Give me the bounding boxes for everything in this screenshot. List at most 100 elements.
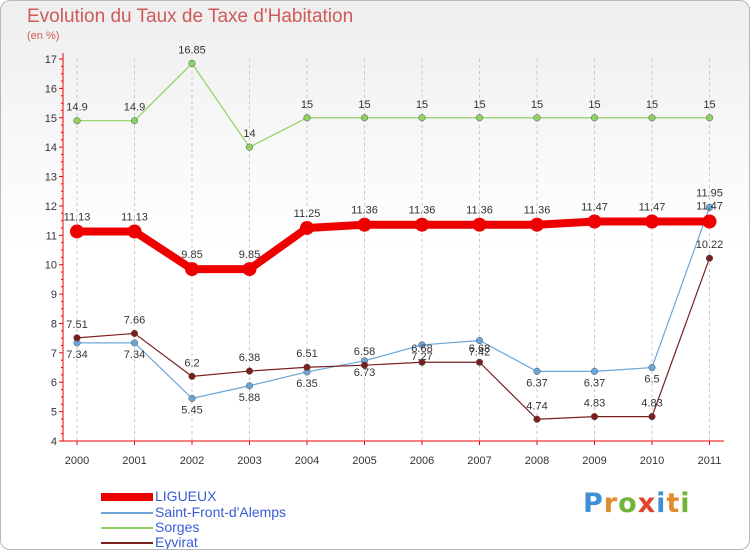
data-label-saint-front-d-alemps-2005: 6.73 bbox=[354, 367, 375, 379]
x-tick-label-2011: 2011 bbox=[698, 455, 722, 467]
point-eyvirat-2011 bbox=[705, 254, 714, 262]
legend-swatch-sorges bbox=[101, 527, 153, 529]
data-label-ligueux-2005: 11.36 bbox=[351, 205, 378, 217]
x-tick-label-2000: 2000 bbox=[65, 455, 89, 467]
chart-subtitle: (en %) bbox=[27, 30, 60, 42]
y-tick-label-5: 5 bbox=[51, 407, 57, 419]
data-label-eyvirat-2003: 6.38 bbox=[239, 352, 260, 364]
point-saint-front-d-alemps-2007 bbox=[475, 336, 484, 345]
data-label-ligueux-2004: 11.25 bbox=[294, 208, 321, 220]
data-label-ligueux-2007: 11.36 bbox=[466, 205, 493, 217]
data-label-ligueux-2002: 9.85 bbox=[181, 249, 202, 261]
data-label-sorges-2000: 14.9 bbox=[66, 102, 87, 114]
data-label-eyvirat-2001: 7.66 bbox=[124, 314, 145, 326]
data-label-ligueux-2001: 11.13 bbox=[121, 211, 148, 223]
point-sorges-2000 bbox=[73, 117, 81, 125]
data-label-ligueux-2003: 9.85 bbox=[239, 249, 260, 261]
data-label-eyvirat-2009: 4.83 bbox=[584, 398, 605, 410]
point-ligueux-2008 bbox=[530, 217, 544, 232]
point-sorges-2004 bbox=[303, 114, 311, 122]
data-label-sorges-2009: 15 bbox=[588, 99, 600, 111]
point-eyvirat-2007 bbox=[475, 358, 484, 366]
proxiti-logo: Proxiti bbox=[583, 488, 691, 519]
x-tick-label-2005: 2005 bbox=[352, 455, 376, 467]
data-label-ligueux-2009: 11.47 bbox=[581, 201, 608, 213]
point-saint-front-d-alemps-2001 bbox=[130, 339, 139, 347]
series-line-eyvirat bbox=[76, 258, 711, 420]
point-ligueux-2005 bbox=[357, 217, 372, 232]
data-label-sorges-2004: 15 bbox=[301, 99, 313, 111]
point-saint-front-d-alemps-2006 bbox=[418, 341, 426, 349]
point-sorges-2009 bbox=[590, 114, 599, 122]
point-sorges-2010 bbox=[648, 114, 656, 122]
series-line-saint-front-d-alemps bbox=[77, 207, 711, 399]
point-eyvirat-2008 bbox=[533, 415, 541, 423]
point-sorges-2001 bbox=[130, 117, 139, 125]
point-sorges-2008 bbox=[533, 114, 541, 122]
x-tick-label-2010: 2010 bbox=[640, 455, 664, 467]
data-label-eyvirat-2004: 6.51 bbox=[296, 348, 317, 360]
point-sorges-2011 bbox=[705, 114, 714, 122]
data-label-sorges-2010: 15 bbox=[646, 99, 658, 111]
y-tick-label-12: 12 bbox=[45, 201, 57, 213]
data-label-ligueux-2010: 11.47 bbox=[639, 201, 666, 213]
point-eyvirat-2006 bbox=[418, 358, 426, 366]
point-eyvirat-2002 bbox=[188, 372, 196, 380]
data-label-sorges-2001: 14.9 bbox=[124, 102, 145, 114]
y-tick-label-9: 9 bbox=[51, 289, 57, 301]
x-tick-label-2004: 2004 bbox=[295, 455, 319, 467]
data-label-ligueux-2011: 11.47 bbox=[696, 200, 723, 212]
data-label-sorges-2005: 15 bbox=[358, 99, 370, 111]
data-label-saint-front-d-alemps-2003: 5.88 bbox=[239, 392, 260, 404]
legend-swatch-ligueux bbox=[101, 493, 153, 501]
point-saint-front-d-alemps-2011 bbox=[705, 203, 714, 211]
y-tick-label-10: 10 bbox=[45, 260, 57, 272]
x-tick-label-2006: 2006 bbox=[410, 455, 434, 467]
y-tick-label-6: 6 bbox=[51, 377, 57, 389]
y-tick-label-11: 11 bbox=[46, 230, 57, 242]
y-tick-label-8: 8 bbox=[51, 318, 57, 330]
y-tick-label-14: 14 bbox=[45, 142, 57, 154]
point-ligueux-2000 bbox=[70, 224, 84, 239]
legend-label-eyvirat: Eyvirat bbox=[155, 534, 198, 550]
legend-swatch-eyvirat bbox=[101, 542, 153, 544]
data-label-saint-front-d-alemps-2008: 6.37 bbox=[526, 377, 547, 389]
y-tick-label-4: 4 bbox=[51, 436, 57, 448]
x-tick-label-2003: 2003 bbox=[237, 455, 261, 467]
point-ligueux-2011 bbox=[702, 214, 717, 229]
data-label-eyvirat-2005: 6.58 bbox=[354, 346, 375, 358]
data-label-sorges-2006: 15 bbox=[416, 99, 428, 111]
x-tick-label-2009: 2009 bbox=[582, 455, 606, 467]
point-sorges-2006 bbox=[418, 114, 426, 122]
point-eyvirat-2009 bbox=[590, 413, 599, 421]
point-ligueux-2004 bbox=[300, 220, 314, 235]
point-eyvirat-2005 bbox=[360, 361, 369, 369]
data-label-saint-front-d-alemps-2000: 7.34 bbox=[66, 349, 87, 361]
data-label-eyvirat-2011: 10.22 bbox=[696, 239, 724, 251]
data-label-sorges-2002: 16.85 bbox=[178, 44, 206, 56]
data-label-ligueux-2006: 11.36 bbox=[409, 205, 436, 217]
data-label-eyvirat-2002: 6.2 bbox=[184, 357, 199, 369]
y-tick-label-13: 13 bbox=[45, 172, 57, 184]
data-label-saint-front-d-alemps-2006: 7.27 bbox=[411, 351, 432, 363]
point-eyvirat-2001 bbox=[130, 329, 139, 338]
x-tick-label-2002: 2002 bbox=[180, 455, 204, 467]
data-label-eyvirat-2006: 6.68 bbox=[411, 343, 432, 355]
legend-label-saint-front: Saint-Front-d'Alemps bbox=[155, 504, 287, 520]
data-label-sorges-2007: 15 bbox=[473, 99, 485, 111]
data-label-saint-front-d-alemps-2001: 7.34 bbox=[124, 349, 145, 361]
y-tick-label-17: 17 bbox=[45, 54, 57, 66]
data-label-sorges-2008: 15 bbox=[531, 99, 543, 111]
point-ligueux-2006 bbox=[415, 217, 429, 232]
legend-label-ligueux: LIGUEUX bbox=[155, 488, 217, 504]
data-label-saint-front-d-alemps-2009: 6.37 bbox=[584, 377, 605, 389]
point-sorges-2003 bbox=[245, 143, 254, 151]
point-eyvirat-2010 bbox=[648, 413, 656, 421]
data-label-sorges-2003: 14 bbox=[243, 128, 255, 140]
data-label-saint-front-d-alemps-2010: 6.5 bbox=[644, 374, 659, 386]
point-sorges-2007 bbox=[475, 114, 484, 122]
chart-title: Evolution du Taux de Taxe d'Habitation bbox=[27, 6, 354, 27]
point-saint-front-d-alemps-2008 bbox=[533, 367, 541, 375]
data-label-saint-front-d-alemps-2011: 11.95 bbox=[696, 187, 723, 199]
y-tick-label-15: 15 bbox=[45, 113, 57, 125]
